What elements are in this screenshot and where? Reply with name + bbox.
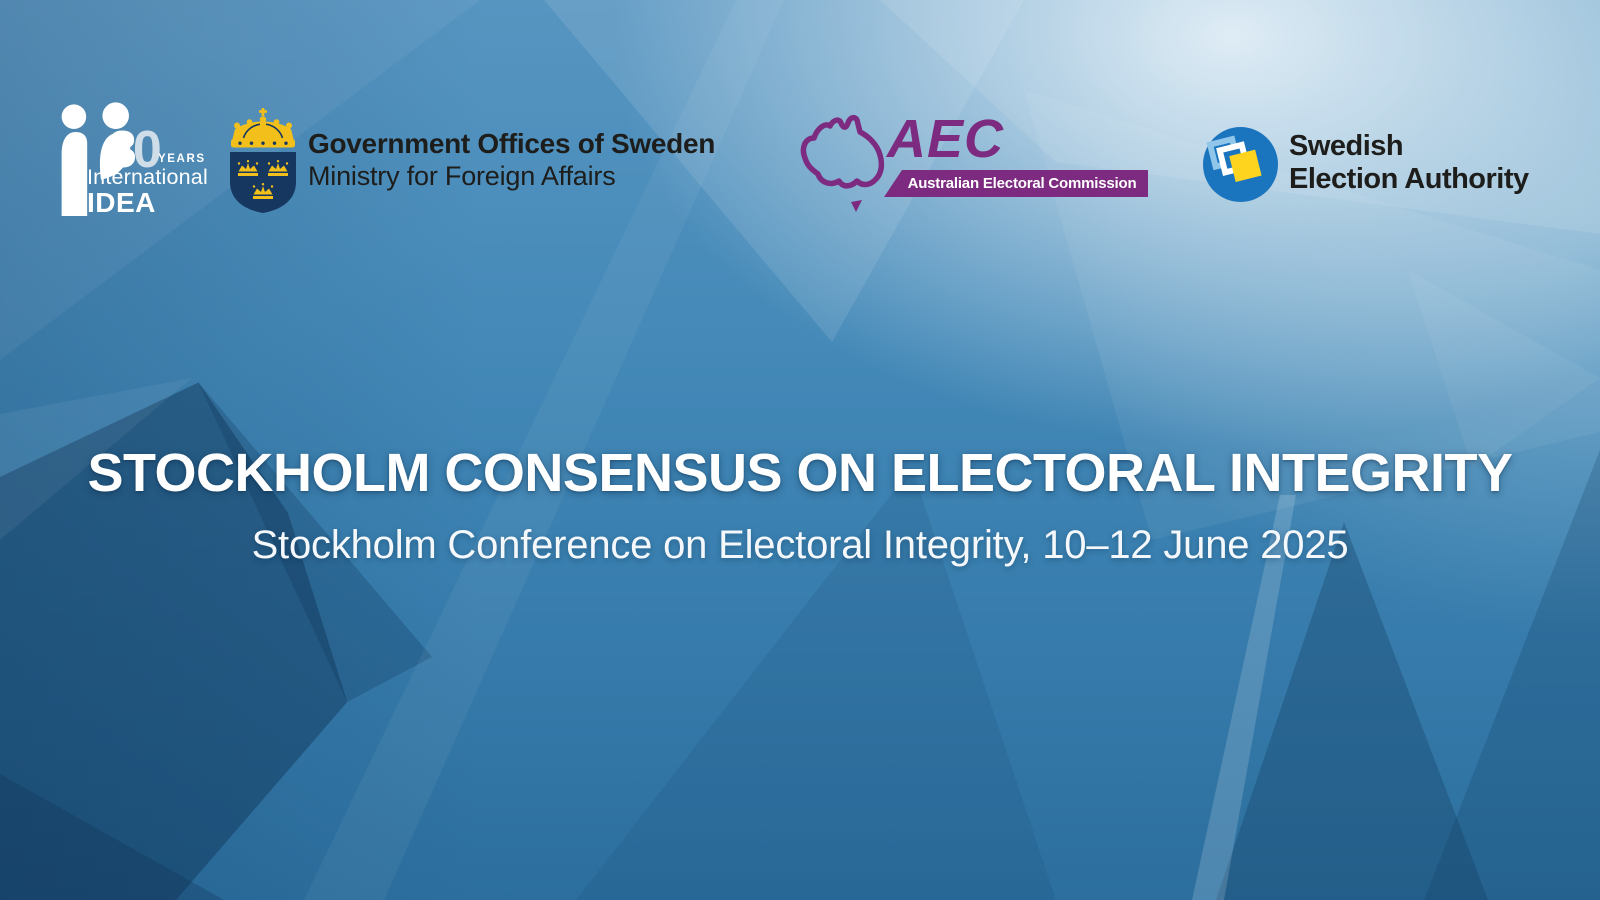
aec-banner: Australian Electoral Commission <box>884 170 1148 197</box>
election-authority-line1: Swedish <box>1289 130 1404 162</box>
idea-figures-icon <box>61 102 131 216</box>
aec-acronym: AEC <box>887 109 1005 169</box>
idea-years-label: YEARS <box>158 153 206 165</box>
gov-offices-line2: Ministry for Foreign Affairs <box>308 161 616 191</box>
idea-name-line2: IDEA <box>87 187 156 218</box>
conference-subtitle: Stockholm Conference on Electoral Integr… <box>251 523 1349 567</box>
election-authority-line2: Election Authority <box>1289 163 1529 195</box>
australia-map-icon <box>800 114 885 212</box>
idea-name-line1: International <box>87 165 208 189</box>
aec-logo: AEC Australian Electoral Commission <box>793 108 1158 220</box>
idea-digit-0: 0 <box>132 121 162 179</box>
idea-30-years: 30 <box>108 121 162 179</box>
idea-digit-3: 3 <box>108 121 137 179</box>
aec-banner-text: Australian Electoral Commission <box>907 175 1137 192</box>
conference-title: STOCKHOLM CONSENSUS ON ELECTORAL INTEGRI… <box>87 443 1513 503</box>
government-offices-sweden-logo: Government Offices of Sweden Ministry fo… <box>228 106 768 216</box>
gov-offices-line1: Government Offices of Sweden <box>308 128 716 159</box>
ballot-papers-circle-icon <box>1203 127 1278 202</box>
swedish-election-authority-logo: Swedish Election Authority <box>1203 127 1583 207</box>
international-idea-logo: 30 YEARS International IDEA <box>58 96 263 220</box>
sweden-coat-of-arms-icon <box>230 108 296 213</box>
